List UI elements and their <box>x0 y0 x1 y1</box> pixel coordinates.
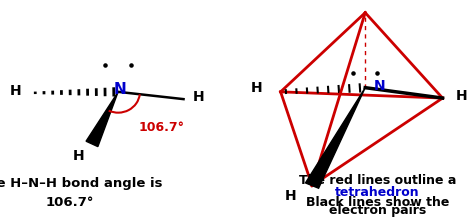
Text: 106.7°: 106.7° <box>139 121 185 134</box>
Text: N: N <box>374 79 385 93</box>
Text: H: H <box>456 89 468 103</box>
Polygon shape <box>305 88 365 188</box>
Text: electron pairs: electron pairs <box>328 204 426 217</box>
Text: tetrahedron: tetrahedron <box>335 186 419 199</box>
Text: H: H <box>73 150 85 163</box>
Text: H: H <box>251 81 262 95</box>
Text: The H–N–H bond angle is: The H–N–H bond angle is <box>0 177 163 190</box>
Polygon shape <box>86 92 118 147</box>
Text: 106.7°: 106.7° <box>46 196 94 209</box>
Text: N: N <box>114 82 127 97</box>
Text: H: H <box>193 90 205 104</box>
Text: The red lines outline a: The red lines outline a <box>299 174 456 187</box>
Text: H: H <box>10 84 21 98</box>
Text: H: H <box>284 189 296 203</box>
Text: Black lines show the: Black lines show the <box>306 196 449 209</box>
